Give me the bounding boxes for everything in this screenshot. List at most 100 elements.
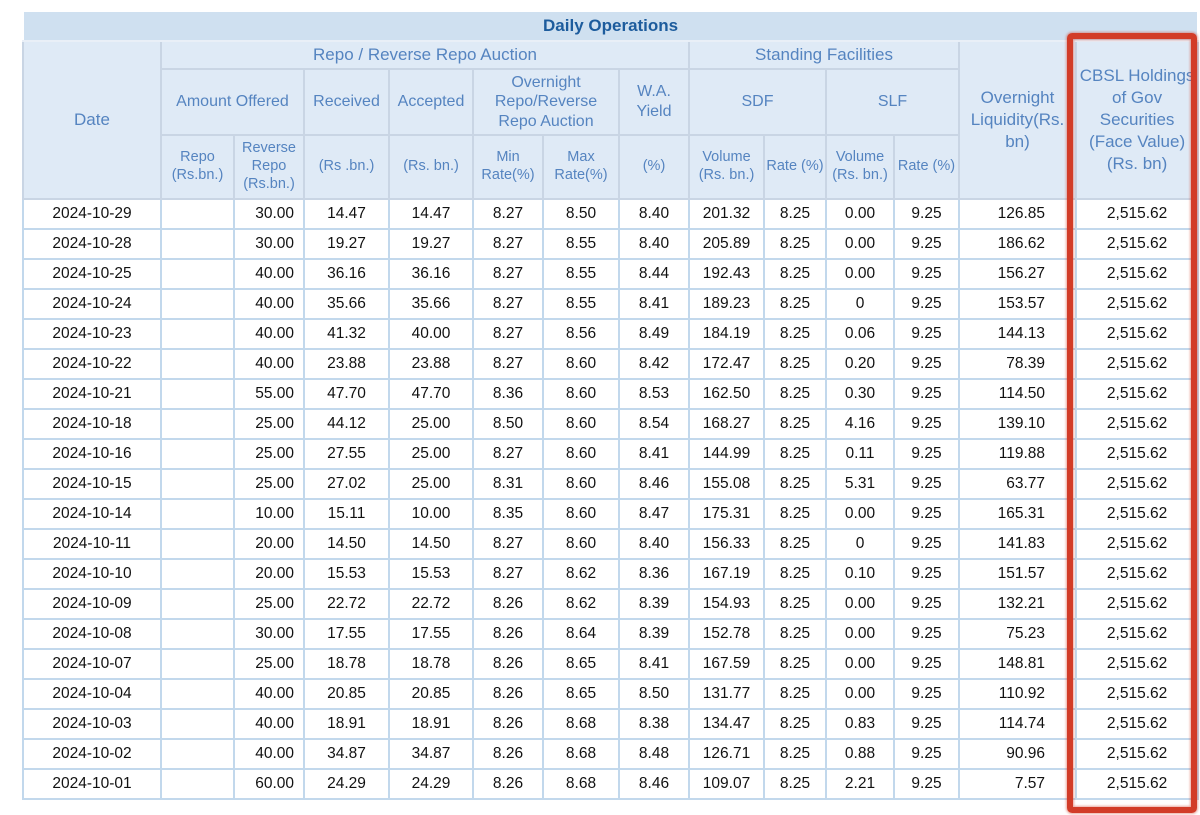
cell-sdf-volume: 184.19 bbox=[688, 318, 765, 350]
cell-slf-volume: 0.20 bbox=[825, 348, 895, 380]
cell-accepted: 36.16 bbox=[388, 258, 474, 290]
cell-slf-rate: 9.25 bbox=[893, 438, 960, 470]
table-row: 2024-10-22 40.00 23.88 23.88 8.27 8.60 8.42 172… bbox=[22, 348, 1200, 380]
col-header-received: Received bbox=[303, 68, 390, 136]
cell-max-rate: 8.55 bbox=[542, 228, 620, 260]
cell-cbsl-holdings: 2,515.62 bbox=[1074, 318, 1200, 350]
cell-received: 19.27 bbox=[303, 228, 390, 260]
cell-date: 2024-10-10 bbox=[22, 558, 162, 590]
cell-sdf-rate: 8.25 bbox=[763, 768, 827, 800]
cell-slf-rate: 9.25 bbox=[893, 708, 960, 740]
cell-overnight-liquidity: 75.23 bbox=[958, 618, 1077, 650]
cell-slf-volume: 0.00 bbox=[825, 258, 895, 290]
cell-sdf-volume: 192.43 bbox=[688, 258, 765, 290]
cell-reverse-repo-offered: 20.00 bbox=[233, 528, 305, 560]
cell-max-rate: 8.68 bbox=[542, 708, 620, 740]
cell-received: 14.47 bbox=[303, 198, 390, 230]
cell-accepted: 20.85 bbox=[388, 678, 474, 710]
cell-wa-yield: 8.36 bbox=[618, 558, 690, 590]
cell-slf-rate: 9.25 bbox=[893, 648, 960, 680]
cell-date: 2024-10-28 bbox=[22, 228, 162, 260]
cell-max-rate: 8.68 bbox=[542, 738, 620, 770]
cell-sdf-rate: 8.25 bbox=[763, 318, 827, 350]
cell-reverse-repo-offered: 60.00 bbox=[233, 768, 305, 800]
cell-accepted: 22.72 bbox=[388, 588, 474, 620]
cell-wa-yield: 8.40 bbox=[618, 198, 690, 230]
cell-reverse-repo-offered: 10.00 bbox=[233, 498, 305, 530]
cell-slf-rate: 9.25 bbox=[893, 678, 960, 710]
table-row: 2024-10-08 30.00 17.55 17.55 8.26 8.64 8.39 152… bbox=[22, 618, 1200, 650]
cell-min-rate: 8.27 bbox=[472, 528, 544, 560]
cell-accepted: 35.66 bbox=[388, 288, 474, 320]
cell-received: 44.12 bbox=[303, 408, 390, 440]
table-row: 2024-10-02 40.00 34.87 34.87 8.26 8.68 8.48 126… bbox=[22, 738, 1200, 770]
header-group-row: Date Repo / Reverse Repo Auction Standin… bbox=[22, 40, 1200, 200]
cell-reverse-repo-offered: 40.00 bbox=[233, 348, 305, 380]
cell-slf-volume: 0.11 bbox=[825, 438, 895, 470]
cell-sdf-rate: 8.25 bbox=[763, 198, 827, 230]
cell-reverse-repo-offered: 20.00 bbox=[233, 558, 305, 590]
cell-overnight-liquidity: 148.81 bbox=[958, 648, 1077, 680]
cell-date: 2024-10-14 bbox=[22, 498, 162, 530]
cell-sdf-rate: 8.25 bbox=[763, 228, 827, 260]
table-row: 2024-10-10 20.00 15.53 15.53 8.27 8.62 8.36 167… bbox=[22, 558, 1200, 590]
cell-date: 2024-10-04 bbox=[22, 678, 162, 710]
table-row: 2024-10-24 40.00 35.66 35.66 8.27 8.55 8.41 189… bbox=[22, 288, 1200, 320]
cell-wa-yield: 8.41 bbox=[618, 288, 690, 320]
table-header: Daily Operations Date Repo / Reverse Rep… bbox=[21, 10, 1200, 200]
cell-overnight-liquidity: 63.77 bbox=[958, 468, 1077, 500]
cell-received: 41.32 bbox=[303, 318, 390, 350]
cell-date: 2024-10-16 bbox=[22, 438, 162, 470]
col-header-amount-offered: Amount Offered bbox=[160, 68, 305, 136]
cell-sdf-rate: 8.25 bbox=[763, 258, 827, 290]
col-group-repo-reverse-repo-auction: Repo / Reverse Repo Auction bbox=[160, 40, 690, 70]
cell-received: 15.53 bbox=[303, 558, 390, 590]
cell-wa-yield: 8.47 bbox=[618, 498, 690, 530]
cell-slf-rate: 9.25 bbox=[893, 468, 960, 500]
cell-wa-yield: 8.49 bbox=[618, 318, 690, 350]
cell-wa-yield: 8.46 bbox=[618, 768, 690, 800]
cell-received: 18.78 bbox=[303, 648, 390, 680]
cell-sdf-rate: 8.25 bbox=[763, 378, 827, 410]
cell-max-rate: 8.55 bbox=[542, 288, 620, 320]
cell-repo-offered bbox=[160, 708, 235, 740]
cell-cbsl-holdings: 2,515.62 bbox=[1074, 618, 1200, 650]
cell-min-rate: 8.31 bbox=[472, 468, 544, 500]
cell-cbsl-holdings: 2,515.62 bbox=[1074, 558, 1200, 590]
cell-cbsl-holdings: 2,515.62 bbox=[1074, 588, 1200, 620]
cell-overnight-liquidity: 90.96 bbox=[958, 738, 1077, 770]
cell-slf-volume: 5.31 bbox=[825, 468, 895, 500]
cell-max-rate: 8.50 bbox=[542, 198, 620, 230]
cell-wa-yield: 8.40 bbox=[618, 228, 690, 260]
cell-min-rate: 8.26 bbox=[472, 708, 544, 740]
cell-repo-offered bbox=[160, 648, 235, 680]
col-subheader-reverse-repo: Reverse Repo (Rs.bn.) bbox=[233, 134, 305, 200]
cell-max-rate: 8.60 bbox=[542, 468, 620, 500]
table-row: 2024-10-21 55.00 47.70 47.70 8.36 8.60 8.53 162… bbox=[22, 378, 1200, 410]
cell-slf-rate: 9.25 bbox=[893, 198, 960, 230]
cell-reverse-repo-offered: 25.00 bbox=[233, 588, 305, 620]
cell-slf-rate: 9.25 bbox=[893, 528, 960, 560]
cell-sdf-rate: 8.25 bbox=[763, 468, 827, 500]
cell-sdf-rate: 8.25 bbox=[763, 588, 827, 620]
cell-sdf-rate: 8.25 bbox=[763, 348, 827, 380]
cell-date: 2024-10-01 bbox=[22, 768, 162, 800]
cell-received: 27.02 bbox=[303, 468, 390, 500]
cell-repo-offered bbox=[160, 498, 235, 530]
cell-slf-rate: 9.25 bbox=[893, 228, 960, 260]
header-mid-row: Amount Offered Received Accepted Overnig… bbox=[23, 68, 1198, 136]
cell-date: 2024-10-09 bbox=[22, 588, 162, 620]
cell-max-rate: 8.55 bbox=[542, 258, 620, 290]
cell-accepted: 23.88 bbox=[388, 348, 474, 380]
cell-accepted: 34.87 bbox=[388, 738, 474, 770]
cell-min-rate: 8.27 bbox=[472, 228, 544, 260]
cell-slf-rate: 9.25 bbox=[893, 588, 960, 620]
cell-max-rate: 8.64 bbox=[542, 618, 620, 650]
cell-slf-volume: 0 bbox=[825, 288, 895, 320]
cell-min-rate: 8.27 bbox=[472, 258, 544, 290]
table-row: 2024-10-01 60.00 24.29 24.29 8.26 8.68 8.46 109… bbox=[22, 768, 1200, 800]
cell-date: 2024-10-21 bbox=[22, 378, 162, 410]
table-row: 2024-10-18 25.00 44.12 25.00 8.50 8.60 8.54 168… bbox=[22, 408, 1200, 440]
cell-repo-offered bbox=[160, 318, 235, 350]
table-row: 2024-10-29 30.00 14.47 14.47 8.27 8.50 8.40 201… bbox=[22, 198, 1200, 230]
